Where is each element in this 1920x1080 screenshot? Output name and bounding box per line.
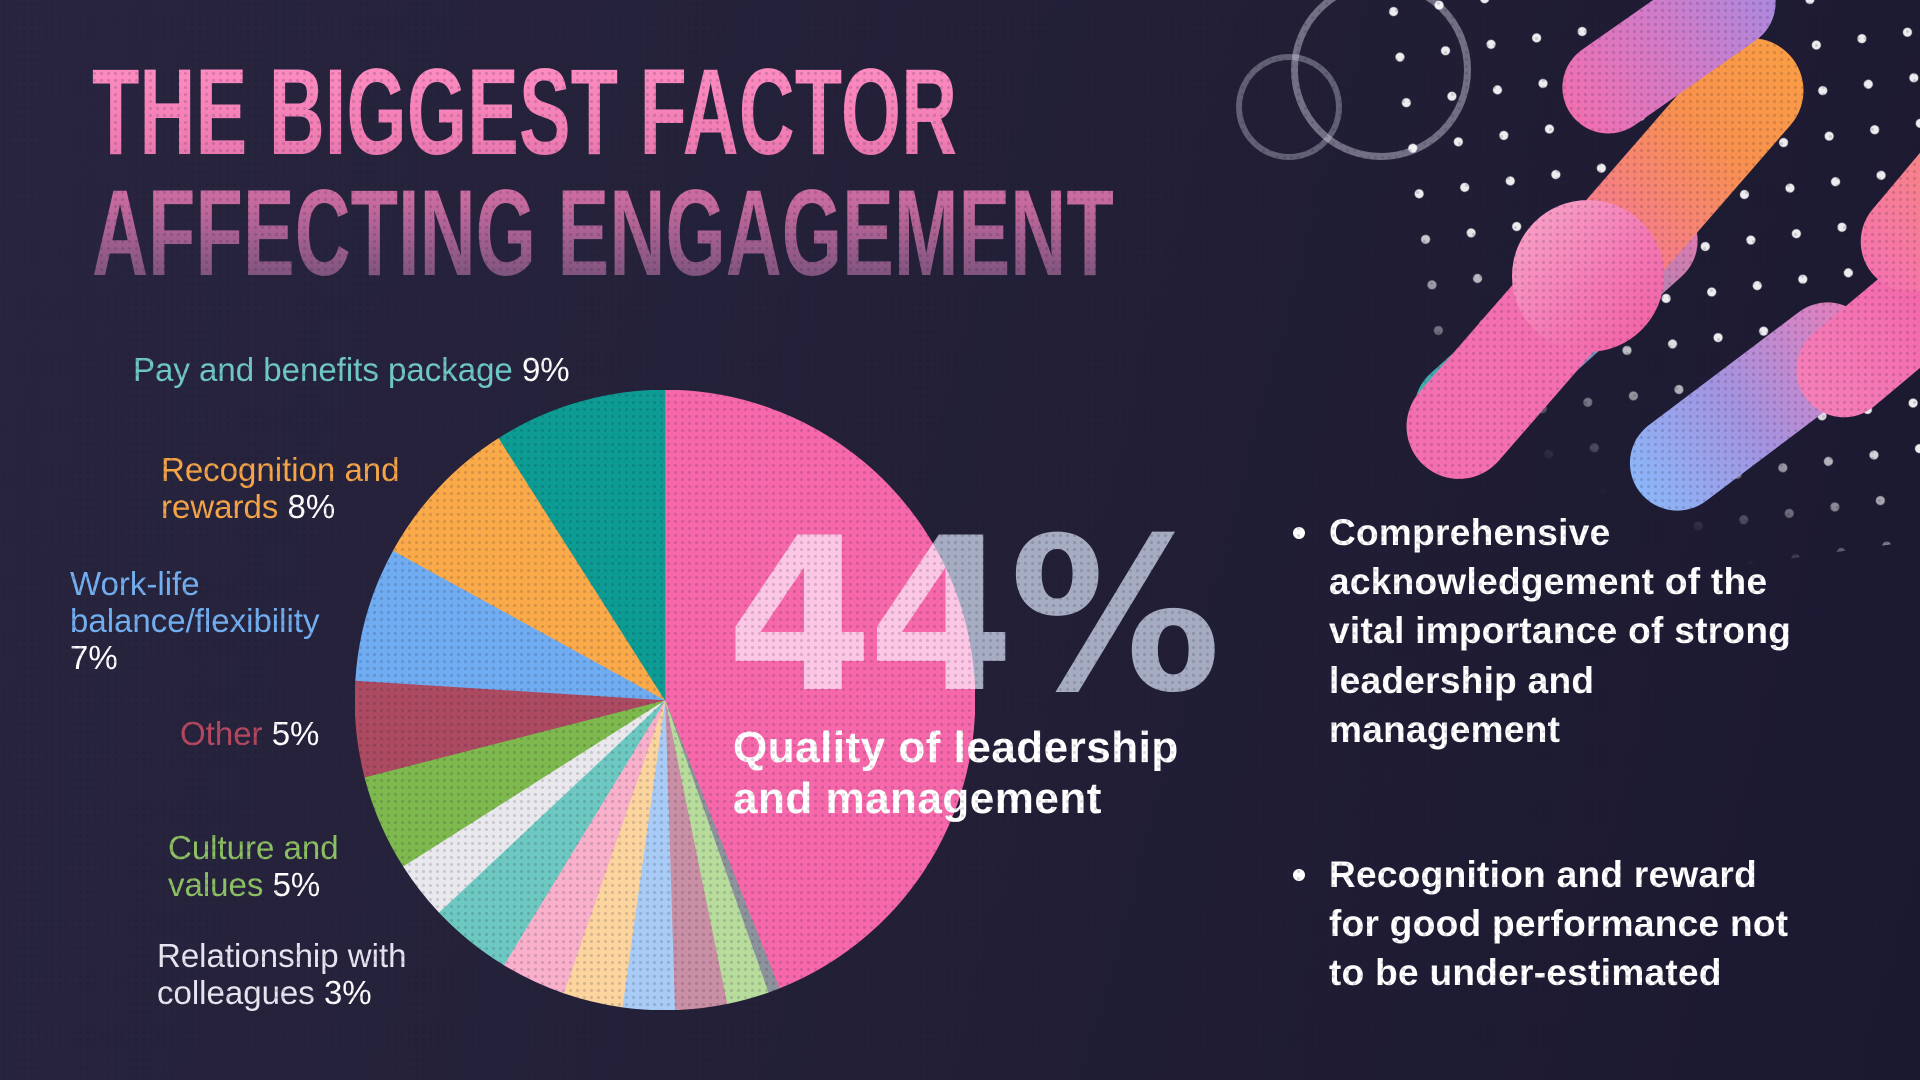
decor-circle-small-icon (1236, 54, 1342, 160)
pie-label-segment: 5% (271, 715, 320, 752)
insights-list: Comprehensive acknowledgement of the vit… (1293, 508, 1893, 998)
pie-label-segment: values (168, 865, 273, 903)
bullet-dot-icon (1293, 869, 1305, 882)
pie-label-relationship: Relationship with colleagues 3% (157, 937, 457, 1012)
pie-label-segment: Pay and benefits package (133, 351, 522, 388)
page-title: THE BIGGEST FACTOR AFFECTING ENGAGEMENT (92, 52, 1369, 244)
pie-label-segment: Work-life (70, 565, 200, 602)
pie-label-segment: 5% (272, 865, 321, 903)
pie-slice-recognition-and-rewards (392, 437, 666, 701)
pie-label-work-life: Work-life balance/flexibility 7% (70, 565, 370, 677)
list-item: Recognition and reward for good performa… (1293, 850, 1893, 998)
insight-text: Comprehensive acknowledgement of the vit… (1329, 512, 1792, 750)
pie-label-segment: Other (180, 715, 272, 752)
pie-label-segment: 9% (521, 351, 570, 388)
decor-pink-circle (1512, 200, 1664, 352)
page-title-line2: AFFECTING ENGAGEMENT (92, 164, 1114, 302)
list-item: Comprehensive acknowledgement of the vit… (1293, 508, 1893, 754)
pie-label-culture: Culture and values 5% (168, 829, 368, 904)
pie-label-segment: 8% (287, 487, 336, 525)
pie-callout-label: Quality of leadership and management (733, 723, 1179, 824)
pie-label-segment: 7% (70, 638, 118, 676)
pie-label-segment: rewards (161, 487, 288, 525)
pie-label-segment: Culture and (168, 829, 339, 866)
pie-label-segment: Relationship with (157, 937, 407, 974)
pie-label-other: Other 5% (180, 715, 320, 753)
pie-slice-pay-and-benefits-package (498, 390, 666, 702)
pie-slice-work-life-balance-flexibility (355, 550, 666, 701)
pie-label-segment: 3% (323, 973, 372, 1011)
pie-label-pay-and-benefits: Pay and benefits package 9% (133, 351, 570, 389)
pie-slice-quality-of-leadership-and-management (664, 390, 975, 989)
pie-label-segment: Recognition and (161, 451, 400, 488)
pie-label-recognition: Recognition and rewards 8% (161, 451, 423, 526)
pie-label-segment: balance/flexibility (70, 601, 320, 639)
pie-chart (355, 390, 975, 1010)
page-title-line1: THE BIGGEST FACTOR (92, 43, 958, 181)
bullet-dot-icon (1293, 527, 1305, 539)
insight-text: Recognition and reward for good performa… (1329, 854, 1789, 994)
pie-callout-percent: 44% (726, 492, 1221, 739)
pie-label-segment: colleagues (157, 973, 324, 1011)
